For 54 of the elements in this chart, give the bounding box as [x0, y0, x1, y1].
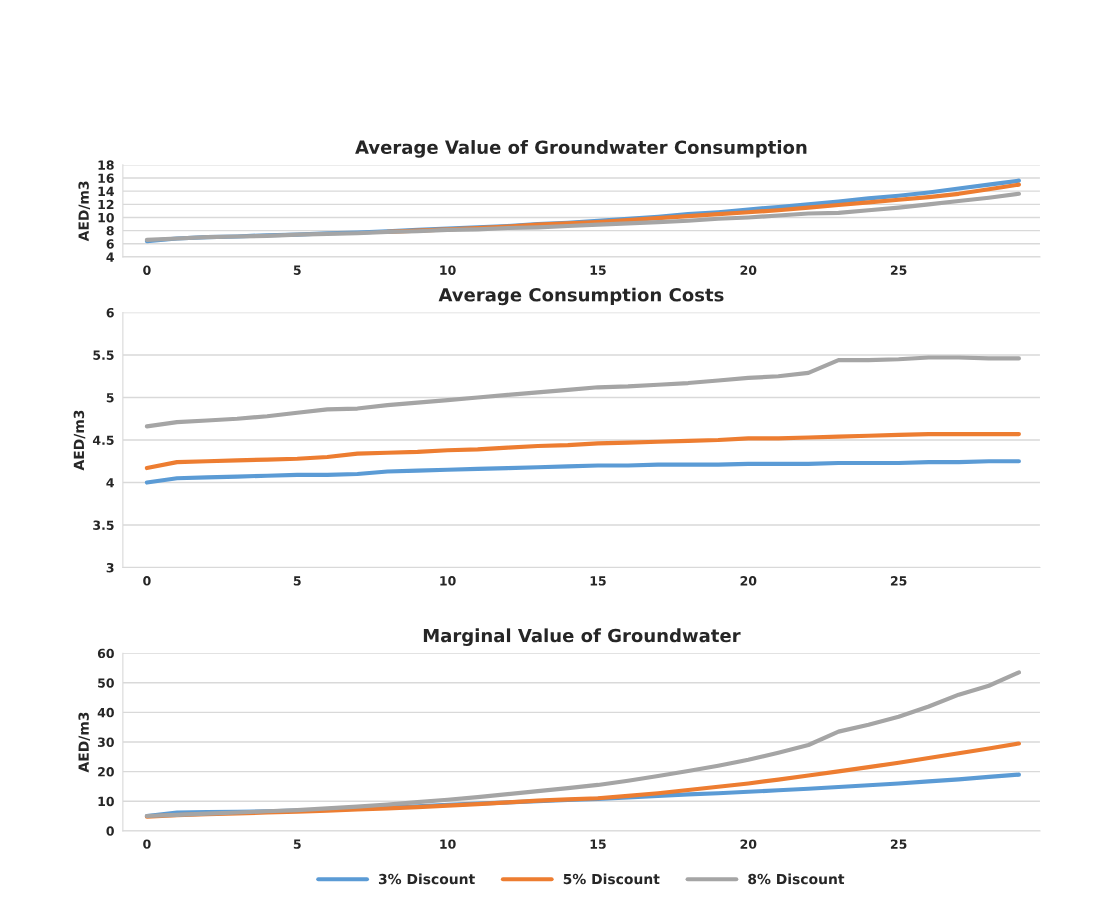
y-tick-label: 8 — [106, 226, 114, 236]
x-tick-label: 25 — [890, 839, 907, 849]
line-series — [144, 431, 1021, 471]
line-series — [144, 670, 1021, 819]
x-tick-label: 20 — [740, 839, 757, 849]
y-tick-label: 50 — [98, 678, 114, 688]
y-tick-label: 0 — [106, 826, 114, 836]
y-tick-label: 5 — [106, 393, 114, 403]
y-tick-label: 3.5 — [93, 520, 114, 530]
chart-title: Average Consumption Costs — [438, 287, 724, 306]
x-tick-label: 25 — [890, 265, 907, 275]
chart-title: Marginal Value of Groundwater — [423, 628, 741, 646]
x-tick-label: 5 — [293, 265, 301, 275]
x-tick-label: 15 — [590, 839, 606, 849]
x-tick-label: 5 — [293, 576, 301, 586]
y-axis-title: AED/m3 — [78, 712, 90, 773]
y-tick-label: 10 — [98, 212, 114, 223]
y-tick-label: 6 — [106, 239, 114, 249]
legend-label: 3% Discount — [378, 873, 475, 885]
y-tick-label: 4.5 — [92, 435, 114, 445]
x-tick-label: 10 — [440, 576, 456, 586]
x-tick-label: 0 — [143, 839, 151, 849]
y-tick-label: 40 — [97, 707, 114, 718]
x-tick-label: 20 — [740, 576, 757, 586]
chart-title: Average Value of Groundwater Consumption — [355, 140, 807, 158]
y-tick-label: 4 — [106, 478, 114, 488]
y-axis-title: AED/m3 — [73, 410, 86, 471]
y-tick-label: 16 — [98, 173, 114, 183]
x-tick-label: 10 — [440, 265, 456, 275]
line-series — [144, 191, 1021, 242]
y-axis-title: AED/m3 — [78, 181, 90, 242]
y-tick-label: 4 — [106, 252, 114, 262]
legend-label: 8% Discount — [748, 873, 845, 885]
y-tick-label: 5.5 — [93, 350, 114, 360]
line-series — [144, 459, 1021, 485]
x-tick-label: 20 — [740, 265, 757, 275]
y-tick-label: 18 — [98, 160, 114, 170]
x-tick-label: 5 — [293, 839, 301, 849]
x-tick-label: 15 — [590, 576, 606, 586]
x-tick-label: 15 — [590, 265, 606, 275]
y-tick-label: 6 — [106, 307, 114, 318]
y-tick-label: 30 — [97, 737, 114, 747]
y-tick-label: 60 — [97, 648, 114, 659]
y-tick-label: 3 — [106, 563, 114, 573]
x-tick-label: 0 — [143, 576, 151, 586]
x-tick-label: 0 — [143, 265, 151, 275]
y-tick-label: 10 — [98, 796, 114, 807]
line-series — [144, 355, 1021, 429]
y-tick-label: 14 — [98, 186, 114, 196]
y-tick-label: 20 — [98, 767, 114, 777]
x-tick-label: 25 — [890, 576, 907, 586]
legend-label: 5% Discount — [563, 873, 660, 885]
y-tick-label: 12 — [98, 199, 114, 210]
x-tick-label: 10 — [440, 839, 456, 849]
